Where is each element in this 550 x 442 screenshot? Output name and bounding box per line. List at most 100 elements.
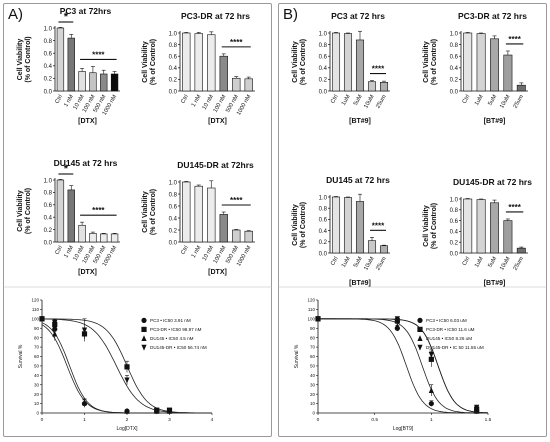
bar-B1 bbox=[331, 32, 341, 92]
y-tick-label-A4: 0.4 bbox=[169, 216, 178, 222]
bar-B2 bbox=[503, 54, 513, 92]
x-tick-label-B5: 0.5 bbox=[371, 417, 378, 423]
y-axis-label-B5: Survival % bbox=[294, 344, 300, 368]
chart-title-A2: PC3-DR at 72 hrs bbox=[181, 11, 250, 21]
data-point-B5 bbox=[428, 400, 434, 407]
y-axis-label-A1: Cell Viability bbox=[17, 39, 24, 81]
data-point-B5 bbox=[428, 352, 434, 358]
x-tick-label-B1: 25um bbox=[375, 94, 388, 110]
y-tick-label-A2: 0.2 bbox=[169, 78, 178, 84]
x-axis-label-A3: [DTX] bbox=[78, 269, 97, 276]
y-tick-label-B5: 0 bbox=[312, 411, 315, 416]
significance-mark-B3: **** bbox=[372, 221, 385, 230]
y-tick-label-B1: 1.0 bbox=[319, 31, 328, 37]
legend-label-A5: DU145-DR • IC50 56.74 nM bbox=[150, 345, 207, 350]
x-tick-label-B2: 1uM bbox=[474, 94, 485, 107]
significance-mark-B1: **** bbox=[372, 65, 385, 74]
x-tick-label-A5: 4 bbox=[211, 417, 214, 423]
x-tick-label-A3: Ctrl bbox=[54, 245, 64, 256]
y-tick-label-B5: 90 bbox=[310, 326, 316, 331]
legend-label-B5: DU145-DR • IC 50 11.55 uM bbox=[426, 345, 484, 350]
x-tick-label-B1: 10uM bbox=[363, 94, 376, 110]
data-point-A5 bbox=[52, 320, 58, 326]
bar-A1 bbox=[67, 37, 75, 92]
y-tick-label-B5: 30 bbox=[310, 382, 316, 387]
legend-label-B5: PC3 • IC50 6.03 uM bbox=[426, 318, 467, 323]
y-tick-label-A3: 0.0 bbox=[44, 240, 53, 246]
bar-B3 bbox=[367, 240, 377, 254]
bar-B1 bbox=[367, 81, 377, 92]
y-tick-label-A1: 0.6 bbox=[44, 52, 53, 58]
y-axis-label-B4: (% of Control) bbox=[431, 203, 438, 249]
significance-mark-A2: **** bbox=[230, 38, 243, 47]
fit-curve-B5 bbox=[318, 318, 489, 414]
x-axis-label-B2: [BT#9] bbox=[484, 118, 506, 125]
y-tick-label-A5: 120 bbox=[31, 298, 39, 303]
y-tick-label-A3: 0.4 bbox=[44, 216, 53, 222]
x-tick-label-B3: Ctrl bbox=[330, 256, 340, 267]
bar-A2 bbox=[207, 34, 216, 92]
bar-A1 bbox=[56, 27, 65, 92]
y-tick-label-B3: 1.0 bbox=[319, 195, 328, 201]
bar-B3 bbox=[343, 197, 353, 254]
y-axis-label-B2: (% of Control) bbox=[431, 39, 438, 85]
data-point-B5 bbox=[394, 316, 400, 323]
y-axis-label-A4: Cell Viability bbox=[142, 191, 149, 233]
y-axis-label-A2: (% of Control) bbox=[150, 39, 157, 85]
y-tick-label-A5: 20 bbox=[34, 392, 40, 397]
chart-title-A4: DU145-DR at 72hrs bbox=[177, 160, 254, 170]
x-axis-label-B5: Log[BT9] bbox=[393, 426, 414, 432]
bar-A3 bbox=[78, 224, 86, 243]
x-tick-label-A1: Ctrl bbox=[54, 94, 64, 105]
bar-A1 bbox=[100, 73, 108, 92]
y-tick-label-B5: 100 bbox=[307, 316, 315, 321]
bar-B4 bbox=[476, 199, 486, 254]
y-axis-label-A3: Cell Viability bbox=[17, 190, 24, 232]
panel-b-frame bbox=[278, 3, 547, 437]
y-tick-label-B4: 1.0 bbox=[450, 197, 459, 203]
y-tick-label-A4: 0.6 bbox=[169, 204, 178, 210]
y-tick-label-A5: 60 bbox=[34, 354, 40, 359]
bar-B2 bbox=[516, 84, 526, 92]
y-tick-label-B2: 0.0 bbox=[450, 89, 459, 95]
y-tick-label-A5: 30 bbox=[34, 382, 40, 387]
bar-A2 bbox=[244, 78, 253, 92]
y-axis-label-A3: (% of Control) bbox=[25, 188, 32, 234]
y-tick-label-A1: 1.0 bbox=[44, 26, 53, 32]
y-tick-label-A5: 70 bbox=[34, 345, 40, 350]
significance-mark-A3: **** bbox=[92, 206, 105, 215]
x-tick-label-A4: Ctrl bbox=[180, 245, 190, 256]
y-tick-label-A2: 0.8 bbox=[169, 43, 178, 49]
legend-marker-B5 bbox=[417, 344, 423, 351]
bar-B2 bbox=[463, 32, 473, 92]
legend-marker-B5 bbox=[417, 335, 423, 341]
x-tick-label-B2: 10uM bbox=[499, 94, 512, 110]
y-tick-label-A2: 0.0 bbox=[169, 89, 178, 95]
y-tick-label-B3: 0.2 bbox=[319, 240, 328, 246]
y-tick-label-B2: 0.8 bbox=[450, 43, 459, 49]
bar-A4 bbox=[207, 187, 216, 243]
bar-B4 bbox=[463, 198, 473, 254]
bar-A1 bbox=[78, 71, 86, 92]
y-tick-label-A3: 0.8 bbox=[44, 191, 53, 197]
fit-curve-A5 bbox=[42, 318, 212, 414]
x-tick-label-B2: Ctrl bbox=[462, 94, 472, 105]
data-point-A5 bbox=[166, 408, 173, 415]
x-tick-label-B4: Ctrl bbox=[462, 256, 472, 267]
x-tick-label-A4: 1 nM bbox=[191, 245, 203, 259]
legend-label-A5: PC3-DR • IC50 98.97 nM bbox=[150, 327, 202, 332]
y-tick-label-A3: 1.0 bbox=[44, 178, 53, 184]
x-tick-label-A2: 1 nM bbox=[191, 94, 203, 108]
bar-A2 bbox=[232, 77, 241, 92]
x-axis-label-A4: [DTX] bbox=[208, 269, 227, 276]
y-tick-label-A4: 0.8 bbox=[169, 192, 178, 198]
x-tick-label-A3: 1 nM bbox=[63, 245, 75, 259]
fit-curve-B5 bbox=[318, 318, 489, 414]
y-tick-label-B2: 0.6 bbox=[450, 55, 459, 61]
bar-B3 bbox=[331, 196, 341, 254]
bar-B4 bbox=[490, 202, 499, 254]
bar-B2 bbox=[490, 38, 499, 92]
y-tick-label-B5: 110 bbox=[308, 307, 316, 312]
bar-A4 bbox=[219, 214, 228, 243]
data-point-B5 bbox=[474, 404, 480, 411]
